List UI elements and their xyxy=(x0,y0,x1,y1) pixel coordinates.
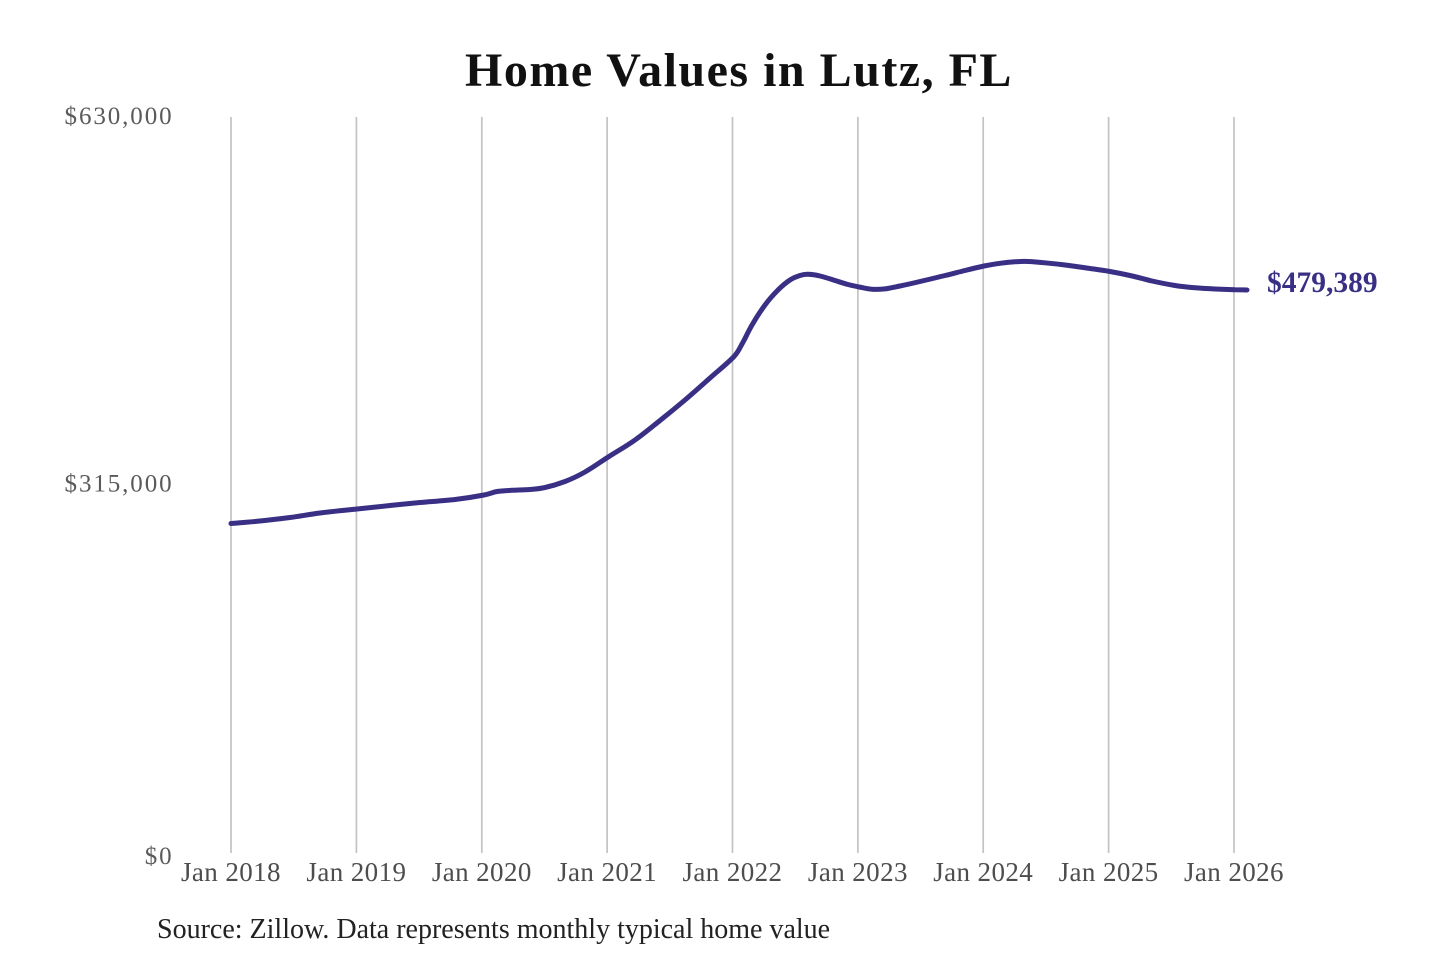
svg-text:Jan 2021: Jan 2021 xyxy=(557,857,657,887)
svg-text:Jan 2019: Jan 2019 xyxy=(306,857,406,887)
svg-text:Jan 2020: Jan 2020 xyxy=(432,857,532,887)
svg-text:Jan 2026: Jan 2026 xyxy=(1184,857,1284,887)
svg-text:Jan 2022: Jan 2022 xyxy=(683,857,783,887)
svg-text:$630,000: $630,000 xyxy=(65,103,174,130)
svg-text:Jan 2023: Jan 2023 xyxy=(808,857,908,887)
svg-text:Source: Zillow. Data represent: Source: Zillow. Data represents monthly … xyxy=(157,914,830,945)
svg-text:Jan 2024: Jan 2024 xyxy=(933,857,1033,887)
svg-text:$479,389: $479,389 xyxy=(1267,267,1378,299)
svg-text:Jan 2018: Jan 2018 xyxy=(181,857,281,887)
svg-text:$0: $0 xyxy=(145,843,174,870)
svg-text:Jan 2025: Jan 2025 xyxy=(1059,857,1159,887)
svg-text:Home Values in Lutz, FL: Home Values in Lutz, FL xyxy=(465,44,1013,97)
svg-text:$315,000: $315,000 xyxy=(65,471,174,498)
